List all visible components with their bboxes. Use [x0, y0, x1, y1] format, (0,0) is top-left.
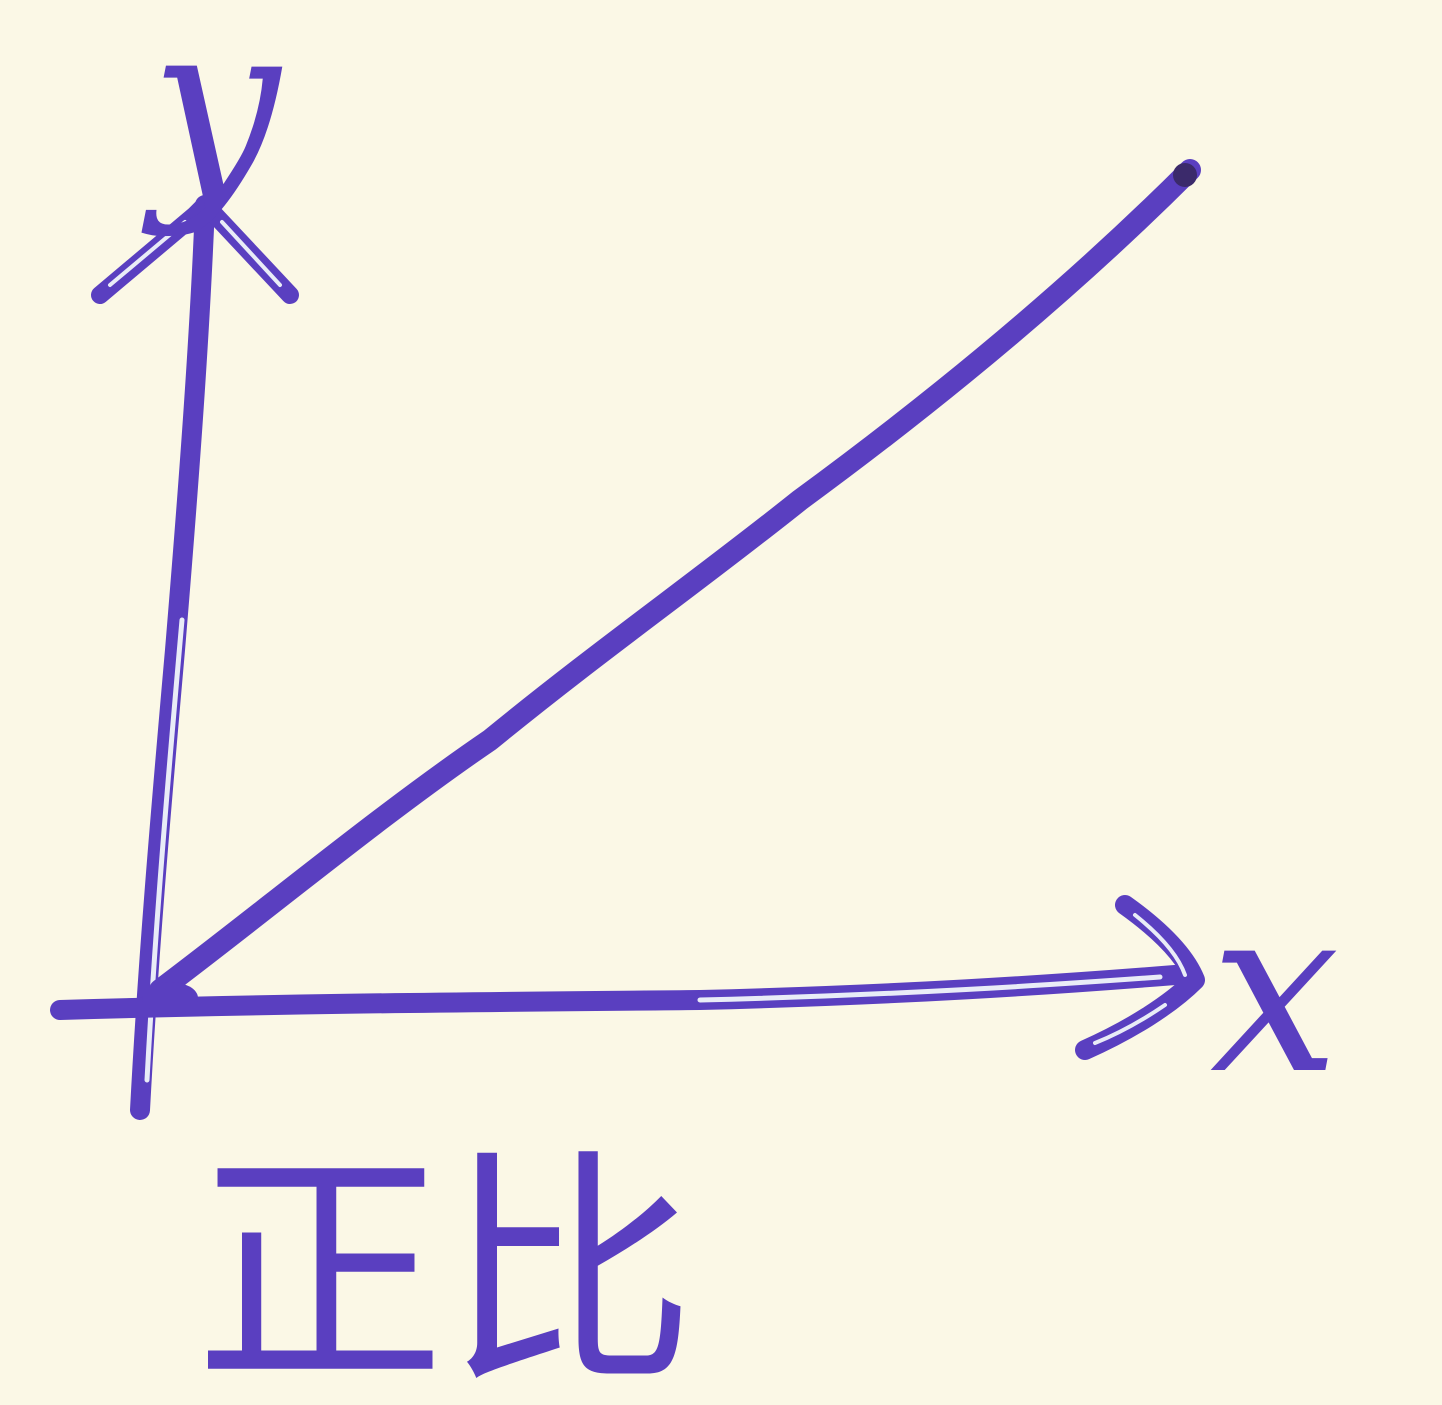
- proportional-line: [149, 159, 1201, 1001]
- line-end-dot: [1173, 163, 1197, 187]
- y-axis-line: [130, 195, 215, 1120]
- x-axis-line: [50, 965, 1185, 1020]
- y-axis-label: y: [141, 0, 283, 240]
- x-axis-label: x: [1210, 858, 1340, 1125]
- origin-mark: [142, 982, 198, 1014]
- caption-text: 正比: [195, 1128, 695, 1405]
